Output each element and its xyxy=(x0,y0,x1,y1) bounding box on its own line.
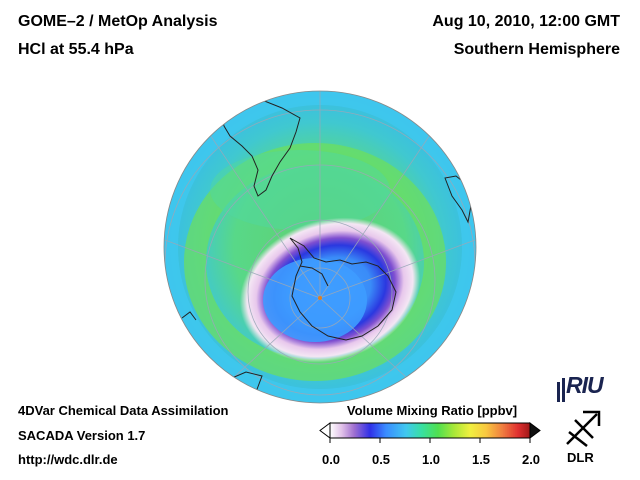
south-pole-marker xyxy=(318,296,322,300)
colorbar-min-arrow xyxy=(319,422,331,439)
footer-url: http://wdc.dlr.de xyxy=(18,452,118,467)
title-line1: GOME–2 / MetOp Analysis xyxy=(18,13,218,30)
title-line2: HCl at 55.4 hPa xyxy=(18,41,134,58)
riu-logo: RIU xyxy=(566,372,604,398)
dlr-logo-icon xyxy=(566,410,601,447)
colorbar-tick: 1.5 xyxy=(471,452,491,467)
dlr-logo: DLR xyxy=(567,450,594,465)
footer-line1: 4DVar Chemical Data Assimilation xyxy=(18,403,229,418)
globe xyxy=(164,91,476,403)
colorbar xyxy=(319,422,541,443)
colorbar-tick: 0.5 xyxy=(371,452,391,467)
region-label: Southern Hemisphere xyxy=(453,41,620,58)
riu-logo-icon xyxy=(557,378,565,402)
colorbar-tick: 1.0 xyxy=(421,452,441,467)
colorbar-max-arrow xyxy=(529,422,541,439)
date-label: Aug 10, 2010, 12:00 GMT xyxy=(432,13,620,30)
colorbar-tick: 0.0 xyxy=(321,452,341,467)
colorbar-title: Volume Mixing Ratio [ppbv] xyxy=(346,403,518,418)
footer-line2: SACADA Version 1.7 xyxy=(18,428,146,443)
colorbar-tick: 2.0 xyxy=(521,452,541,467)
